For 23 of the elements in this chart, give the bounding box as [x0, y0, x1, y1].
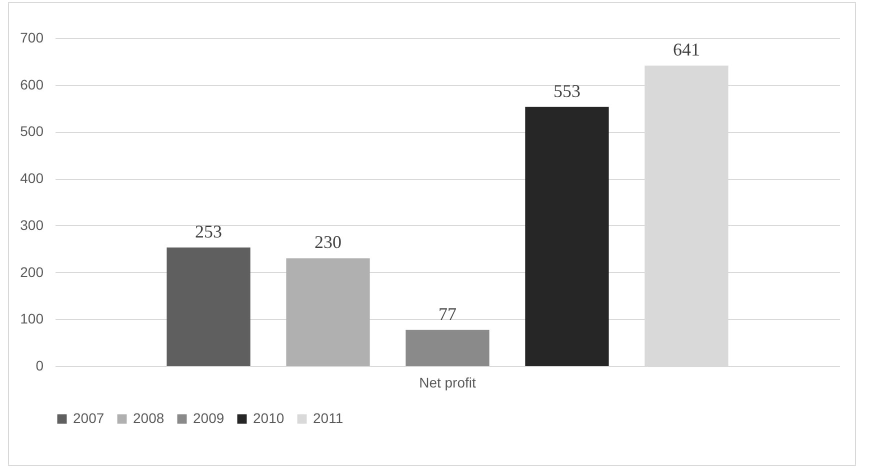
data-label: 641 — [672, 40, 700, 60]
data-label: 230 — [314, 232, 342, 252]
x-tick-label: Net profit — [419, 374, 476, 390]
legend-label: 2011 — [313, 410, 344, 426]
legend-label: 2007 — [73, 410, 104, 426]
y-tick-label: 100 — [20, 310, 44, 327]
data-label: 253 — [195, 221, 222, 242]
y-tick-label: 300 — [20, 216, 44, 233]
bar — [166, 247, 250, 366]
bar — [286, 258, 370, 366]
y-tick-label: 400 — [20, 170, 44, 186]
y-tick-label: 700 — [20, 30, 44, 46]
legend-label: 2008 — [133, 410, 164, 426]
data-label: 77 — [438, 304, 456, 324]
data-label: 553 — [553, 80, 580, 101]
bar — [525, 106, 609, 366]
legend-label: 2009 — [193, 410, 224, 426]
y-tick-label: 200 — [20, 264, 44, 280]
y-tick-label: 500 — [20, 123, 44, 140]
y-tick-label: 0 — [36, 358, 44, 374]
bar — [406, 330, 490, 366]
y-tick-label: 600 — [20, 76, 44, 92]
legend-label: 2010 — [253, 410, 284, 426]
